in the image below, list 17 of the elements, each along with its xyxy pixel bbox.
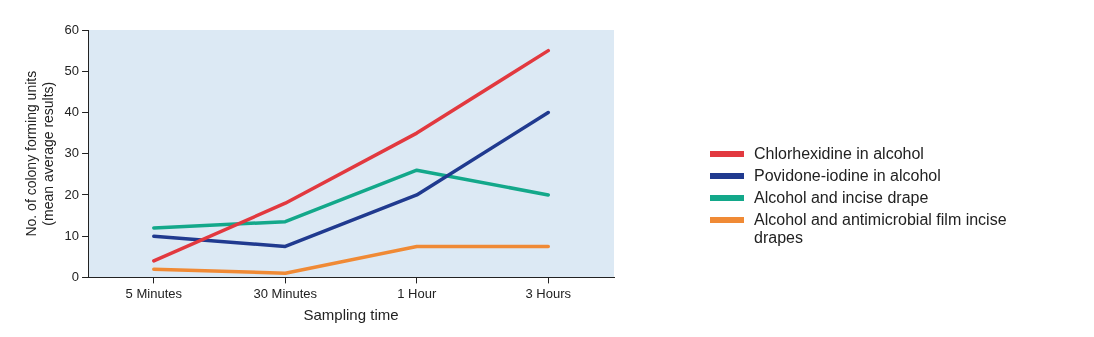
x-tick-label: 5 Minutes	[125, 285, 183, 301]
y-axis-title: No. of colony forming units (mean average results)	[23, 70, 57, 237]
y-tick-label: 50	[64, 62, 80, 78]
x-tick-label: 1 Hour	[397, 285, 437, 301]
y-tick-label: 40	[64, 104, 80, 120]
x-tick-label: 3 Hours	[525, 285, 572, 301]
x-axis-title: Sampling time	[303, 306, 399, 324]
legend-label: Alcohol and incise drape	[754, 189, 929, 207]
x-tick-label: 30 Minutes	[253, 285, 318, 301]
legend-label: Chlorhexidine in alcohol	[754, 145, 924, 163]
y-tick-label: 0	[71, 268, 80, 284]
legend-label: Alcohol and antimicrobial film incise drapes	[754, 211, 1008, 247]
y-tick-label: 20	[64, 186, 80, 202]
legend-label: Povidone-iodine in alcohol	[754, 167, 941, 185]
y-tick-label: 10	[64, 227, 80, 243]
y-tick-label: 30	[64, 145, 80, 161]
y-tick-label: 60	[64, 21, 80, 37]
